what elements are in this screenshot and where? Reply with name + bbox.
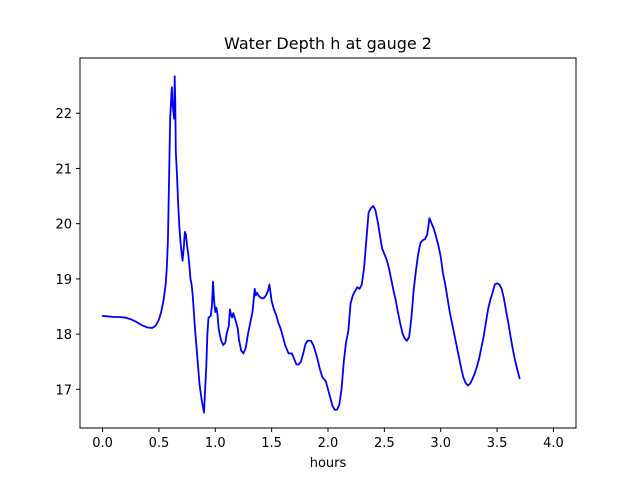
y-tick-label: 21: [55, 162, 72, 177]
x-tick-label: 2.0: [318, 436, 339, 451]
y-axis: 17 18 19 20 21 22: [55, 107, 80, 398]
x-tick-label: 0.5: [149, 436, 170, 451]
y-tick-label: 18: [55, 328, 72, 343]
x-tick-label: 1.0: [205, 436, 226, 451]
x-tick-label: 4.0: [543, 436, 564, 451]
x-axis: 0.0 0.5 1.0 1.5 2.0 2.5 3.0 3.5 4.0: [92, 428, 564, 451]
x-tick-label: 1.5: [261, 436, 282, 451]
x-tick-label: 3.5: [487, 436, 508, 451]
x-tick-label: 3.0: [430, 436, 451, 451]
chart-title: Water Depth h at gauge 2: [224, 34, 432, 53]
y-tick-label: 20: [55, 218, 72, 233]
y-tick-label: 17: [55, 383, 72, 398]
x-axis-label: hours: [310, 456, 347, 471]
x-tick-label: 0.0: [92, 436, 113, 451]
y-tick-label: 19: [55, 273, 72, 288]
plot-area: [101, 75, 521, 414]
y-tick-label: 22: [55, 107, 72, 122]
series-line: [101, 75, 521, 414]
x-tick-label: 2.5: [374, 436, 395, 451]
